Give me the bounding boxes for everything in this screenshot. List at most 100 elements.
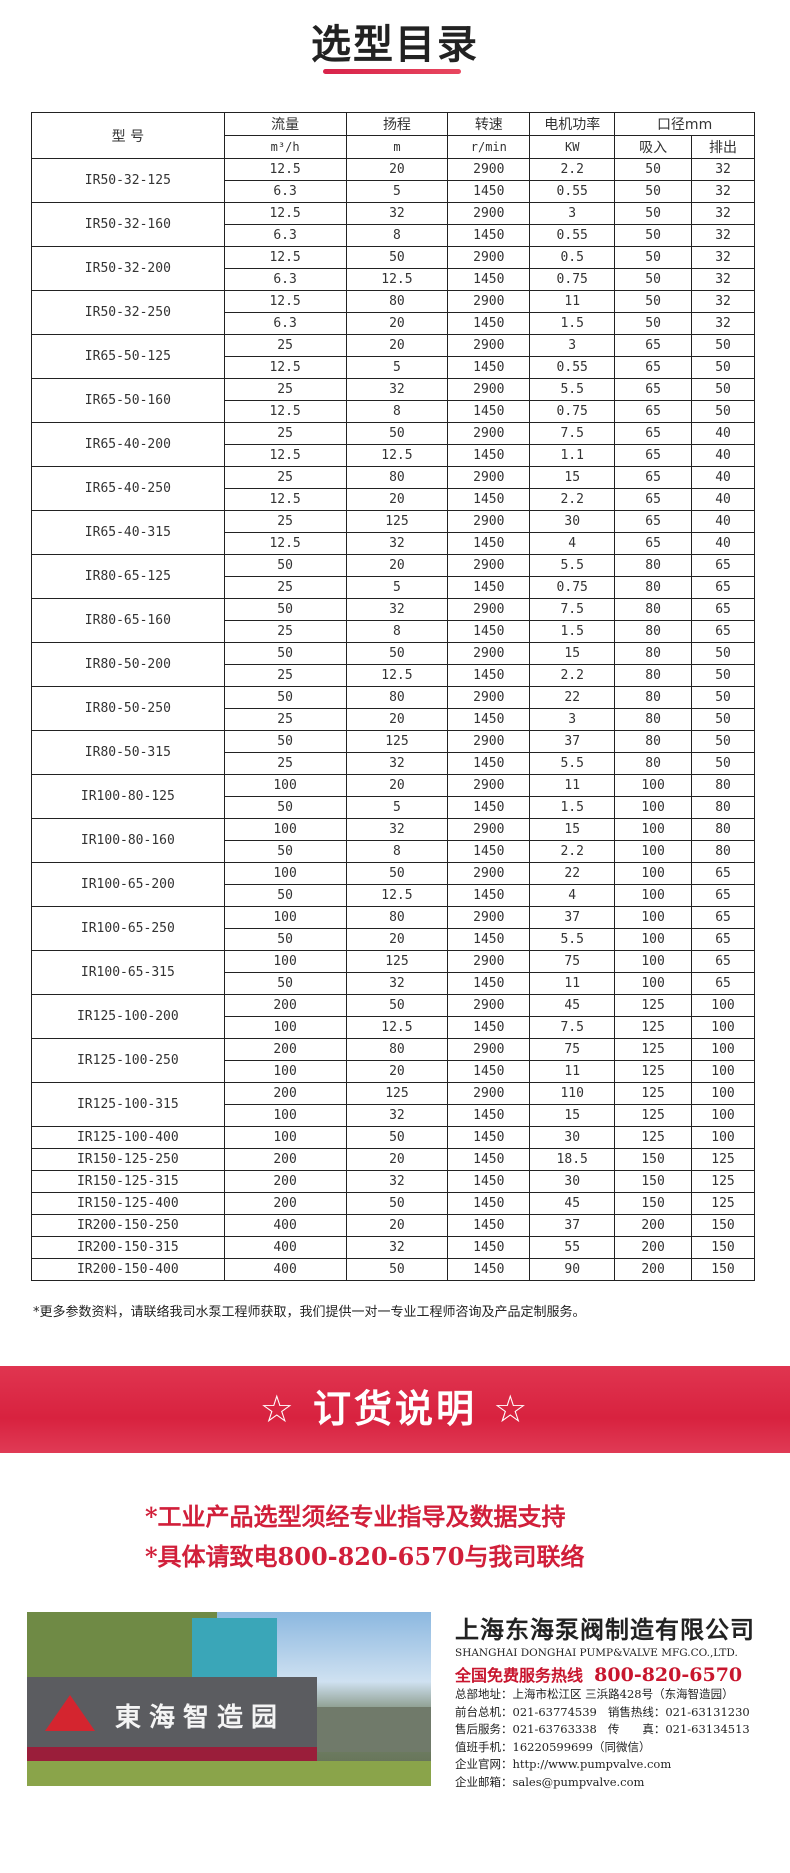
cell-inlet: 100	[614, 972, 693, 995]
cell-inlet: 100	[614, 818, 693, 841]
cell-outlet: 80	[691, 840, 755, 863]
cell-flow: 100	[223, 1060, 347, 1083]
cell-head: 12.5	[345, 268, 449, 291]
cell-outlet: 32	[691, 312, 755, 335]
cell-model: IR125-100-250	[31, 1038, 225, 1083]
cell-inlet: 100	[614, 884, 693, 907]
cell-inlet: 50	[614, 312, 693, 335]
table-row: IR50-32-125 12.5 20 2900 2.2 50 32	[31, 158, 755, 203]
cell-inlet: 80	[614, 576, 693, 599]
cell-outlet: 100	[691, 1060, 755, 1083]
cell-head: 50	[345, 422, 449, 445]
cell-flow: 50	[223, 730, 347, 753]
cell-head: 50	[345, 1258, 449, 1281]
cell-power: 2.2	[529, 488, 616, 511]
cell-speed: 1450	[447, 1214, 531, 1237]
cell-power: 0.75	[529, 268, 616, 291]
cell-power: 0.55	[529, 224, 616, 247]
sign-wall: 東海智造园	[27, 1677, 317, 1752]
table-row: 6.3 12.5 1450 0.75 50 32	[32, 268, 755, 291]
cell-outlet: 65	[691, 862, 755, 885]
cell-inlet: 65	[614, 466, 693, 489]
cell-speed: 2900	[447, 730, 531, 753]
cell-inlet: 150	[614, 1148, 693, 1171]
cell-model: IR100-65-250	[31, 906, 225, 951]
fax: 传 真：021-63134513	[607, 1722, 750, 1736]
website[interactable]: 企业官网：http://www.pumpvalve.com	[455, 1757, 672, 1771]
cell-flow: 6.3	[223, 312, 347, 335]
cell-speed: 2900	[447, 950, 531, 973]
cell-outlet: 40	[691, 444, 755, 467]
company-name-en: SHANGHAI DONGHAI PUMP&VALVE MFG.CO.,LTD.	[455, 1647, 738, 1659]
front-desk: 前台总机：021-63774539	[455, 1704, 597, 1719]
cell-speed: 2900	[447, 334, 531, 357]
unit-outlet: 排出	[691, 135, 755, 159]
cell-outlet: 40	[691, 532, 755, 555]
hotline-label: 全国免费服务热线	[455, 1666, 584, 1685]
cell-inlet: 50	[614, 246, 693, 269]
unit-speed: r/min	[447, 135, 531, 159]
cell-outlet: 80	[691, 774, 755, 797]
cell-speed: 1450	[447, 796, 531, 819]
cell-head: 20	[345, 928, 449, 951]
email[interactable]: 企业邮箱：sales@pumpvalve.com	[455, 1774, 645, 1789]
cell-inlet: 100	[614, 774, 693, 797]
cell-model: IR50-32-125	[31, 158, 225, 203]
cell-speed: 1450	[447, 972, 531, 995]
cell-power: 30	[529, 510, 616, 533]
cell-flow: 100	[223, 862, 347, 885]
cell-head: 5	[345, 576, 449, 599]
cell-model: IR125-100-400	[31, 1126, 225, 1149]
cell-power: 5.5	[529, 752, 616, 775]
cell-flow: 100	[223, 818, 347, 841]
cell-speed: 2900	[447, 246, 531, 269]
cell-model: IR80-50-200	[31, 642, 225, 687]
cell-outlet: 50	[691, 642, 755, 665]
cell-flow: 200	[223, 994, 347, 1017]
cell-inlet: 125	[614, 1060, 693, 1083]
cell-flow: 25	[223, 466, 347, 489]
cell-model: IR65-50-160	[31, 378, 225, 423]
cell-flow: 100	[223, 774, 347, 797]
cell-power: 11	[529, 774, 616, 797]
table-row: IR65-50-160 25 32 2900 5.5 65 50	[31, 378, 755, 423]
cell-model: IR80-50-250	[31, 686, 225, 731]
cell-outlet: 65	[691, 554, 755, 577]
cell-inlet: 125	[614, 1126, 693, 1149]
cell-head: 8	[345, 400, 449, 423]
title-underline	[323, 69, 461, 74]
cell-flow: 12.5	[223, 532, 347, 555]
cell-inlet: 50	[614, 224, 693, 247]
cell-power: 11	[529, 972, 616, 995]
cell-flow: 100	[223, 950, 347, 973]
cell-speed: 2900	[447, 774, 531, 797]
cell-power: 5.5	[529, 928, 616, 951]
cell-head: 50	[345, 246, 449, 269]
cell-speed: 2900	[447, 598, 531, 621]
cell-power: 45	[529, 994, 616, 1017]
cell-inlet: 200	[614, 1236, 693, 1259]
cell-outlet: 100	[691, 1038, 755, 1061]
cell-model: IR65-40-200	[31, 422, 225, 467]
cell-inlet: 125	[614, 1082, 693, 1105]
cell-head: 32	[345, 378, 449, 401]
table-row: IR125-100-200 200 50 2900 45 125 100	[31, 994, 755, 1039]
cell-speed: 2900	[447, 818, 531, 841]
cell-head: 125	[345, 730, 449, 753]
cell-flow: 50	[223, 598, 347, 621]
lawn	[27, 1761, 431, 1786]
cell-power: 1.5	[529, 312, 616, 335]
cell-power: 3	[529, 202, 616, 225]
cell-head: 50	[345, 862, 449, 885]
table-row: IR80-50-250 50 80 2900 22 80 50	[31, 686, 755, 731]
cell-flow: 12.5	[223, 356, 347, 379]
table-row: IR200-150-250 400 20 1450 37 200 150	[31, 1214, 755, 1237]
cell-power: 110	[529, 1082, 616, 1105]
cell-head: 32	[345, 972, 449, 995]
order-line-1: *工业产品选型须经专业指导及数据支持	[145, 1502, 566, 1531]
logo-icon	[45, 1695, 95, 1731]
cell-outlet: 50	[691, 378, 755, 401]
selection-table: 型 号 流量 扬程 转速 电机功率 口径mm m³/h m r/min KW 吸…	[31, 112, 755, 1281]
cell-flow: 12.5	[223, 290, 347, 313]
cell-speed: 1450	[447, 1258, 531, 1281]
